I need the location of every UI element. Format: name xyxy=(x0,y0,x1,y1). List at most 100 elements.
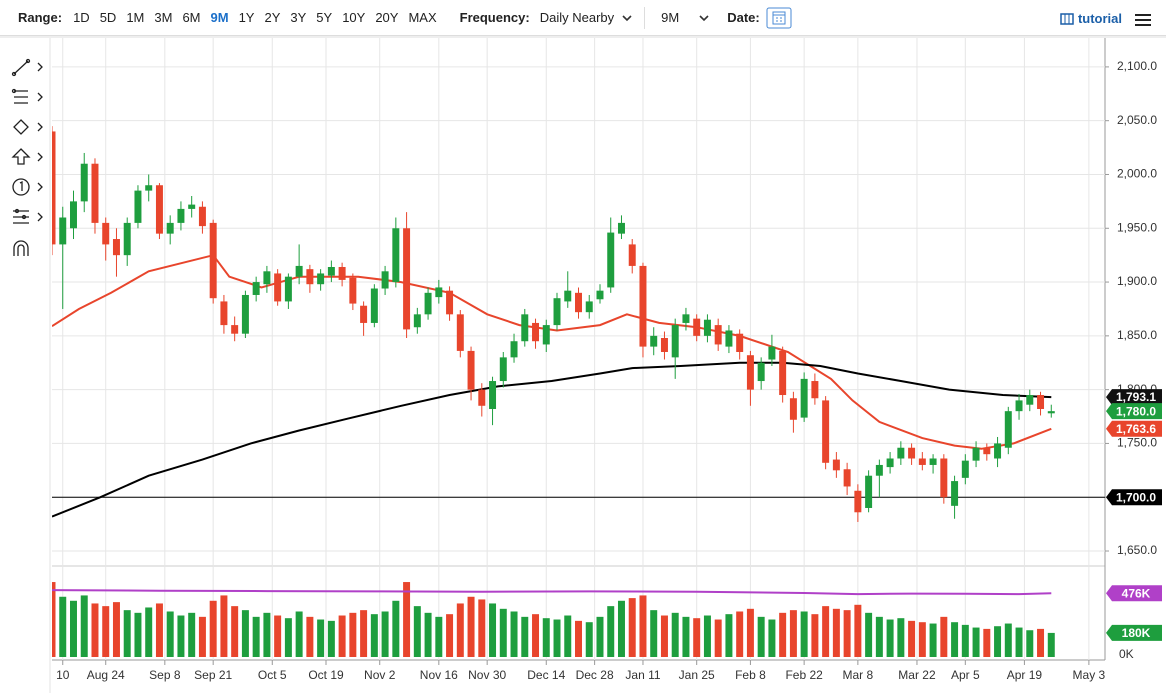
price-flag-label: 1,780.0 xyxy=(1116,404,1156,418)
candle-body xyxy=(370,288,378,323)
x-tick-label: Feb 22 xyxy=(785,668,823,682)
candle-body xyxy=(951,481,959,506)
volume-bar xyxy=(252,616,260,657)
candle-body xyxy=(284,276,292,302)
candle-body xyxy=(1015,400,1023,412)
volume-bar xyxy=(886,619,894,657)
candle-body xyxy=(241,294,249,334)
chevron xyxy=(699,14,709,21)
volume-bar xyxy=(166,611,174,657)
range-button[interactable]: 10Y xyxy=(342,10,366,25)
volume-bar xyxy=(693,618,701,657)
volume-bar xyxy=(241,610,249,657)
candle-body xyxy=(510,341,518,358)
x-tick-label: Apr 5 xyxy=(951,668,980,682)
range-button[interactable]: 1Y xyxy=(238,10,255,25)
volume-bar xyxy=(800,611,808,657)
candle-body xyxy=(392,228,400,283)
candle-body xyxy=(209,222,217,299)
range-button[interactable]: 5D xyxy=(99,10,117,25)
range-button[interactable]: 3M xyxy=(154,10,173,25)
x-tick-label: Aug 24 xyxy=(87,668,125,682)
candle-body xyxy=(155,185,163,234)
y-tick-label: 2,050.0 xyxy=(1117,113,1157,127)
volume-bar xyxy=(413,606,421,657)
volume-bar xyxy=(317,619,325,657)
volume-bar xyxy=(703,615,711,657)
candle-body xyxy=(198,206,206,227)
annotation-tool[interactable] xyxy=(12,178,43,196)
volume-bar xyxy=(639,595,647,657)
candle-body xyxy=(564,290,572,302)
toolbar: Range: 1D 5D 1M 3M 6M 9M 1Y 2Y 3Y 5Y 10Y 20Y MAX Fre… xyxy=(0,0,1166,36)
menu-button[interactable] xyxy=(1134,13,1152,27)
candle-body xyxy=(1026,395,1034,405)
candle-body xyxy=(220,301,228,326)
volume-bar xyxy=(757,616,765,657)
frequency-select[interactable]: Daily Nearby xyxy=(540,10,632,25)
volume-bar xyxy=(284,618,292,657)
range-button[interactable]: 20Y xyxy=(375,10,399,25)
candle-body xyxy=(671,325,679,358)
range-button[interactable]: 9M xyxy=(210,10,229,25)
volume-bar xyxy=(155,603,163,657)
measure-tool[interactable] xyxy=(13,208,43,224)
volume-bar xyxy=(424,612,432,657)
candle-body xyxy=(532,322,540,342)
candle-body xyxy=(800,378,808,418)
calendar-button[interactable] xyxy=(766,7,792,29)
price-flag xyxy=(1106,585,1162,602)
x-tick-label: Jan 25 xyxy=(679,668,715,682)
shape-tool[interactable] xyxy=(13,119,43,135)
candle-body xyxy=(832,459,840,471)
x-tick-label: Nov 30 xyxy=(468,668,506,682)
range-button[interactable]: 2Y xyxy=(264,10,281,25)
candle-body xyxy=(757,362,765,382)
fib-tool[interactable] xyxy=(11,88,43,104)
volume-bar xyxy=(972,627,980,657)
candle-body xyxy=(585,301,593,313)
volume-bar xyxy=(994,626,1002,657)
moving-average xyxy=(52,589,1052,596)
candle-body xyxy=(327,266,335,276)
volume-bar xyxy=(768,619,776,657)
range-button[interactable]: 3Y xyxy=(290,10,307,25)
candle-body xyxy=(403,228,411,330)
arrow-tool[interactable] xyxy=(11,148,43,165)
candle-body xyxy=(575,292,582,313)
price-flag-label: 1,793.1 xyxy=(1116,390,1156,404)
y-tick-label: 2,000.0 xyxy=(1117,167,1157,181)
x-tick-label: Mar 8 xyxy=(843,668,874,682)
volume-bar xyxy=(446,614,454,657)
range-button[interactable]: 1M xyxy=(126,10,145,25)
candle-body xyxy=(274,273,282,302)
period-value: 9M xyxy=(661,10,680,25)
tutorial-text: tutorial xyxy=(1077,11,1122,26)
candle-body xyxy=(349,277,357,304)
magnet-tool[interactable] xyxy=(13,240,29,256)
volume-bar xyxy=(177,615,185,657)
candle-body xyxy=(961,460,969,478)
volume-bar xyxy=(854,604,862,657)
range-button[interactable]: 6M xyxy=(182,10,201,25)
candle-body xyxy=(714,325,722,345)
candle-body xyxy=(145,185,153,191)
line-tool[interactable] xyxy=(11,58,43,77)
tutorial-link[interactable]: tutorial xyxy=(1060,11,1122,26)
period-select[interactable]: 9M xyxy=(661,10,709,25)
candle-body xyxy=(693,318,701,336)
volume-bar xyxy=(746,608,754,657)
candle-body xyxy=(69,201,77,229)
volume-bar xyxy=(392,600,400,657)
range-button[interactable]: 5Y xyxy=(316,10,333,25)
volume-bar xyxy=(370,614,378,657)
candle-body xyxy=(446,290,454,315)
range-button[interactable]: MAX xyxy=(408,10,437,25)
volume-bar xyxy=(209,600,217,657)
price-flag-label: 476K xyxy=(1122,586,1151,600)
volume-bar xyxy=(918,622,926,657)
range-button[interactable]: 1D xyxy=(73,10,90,25)
x-tick-label: Sep 21 xyxy=(194,668,232,682)
volume-bar xyxy=(875,616,883,657)
